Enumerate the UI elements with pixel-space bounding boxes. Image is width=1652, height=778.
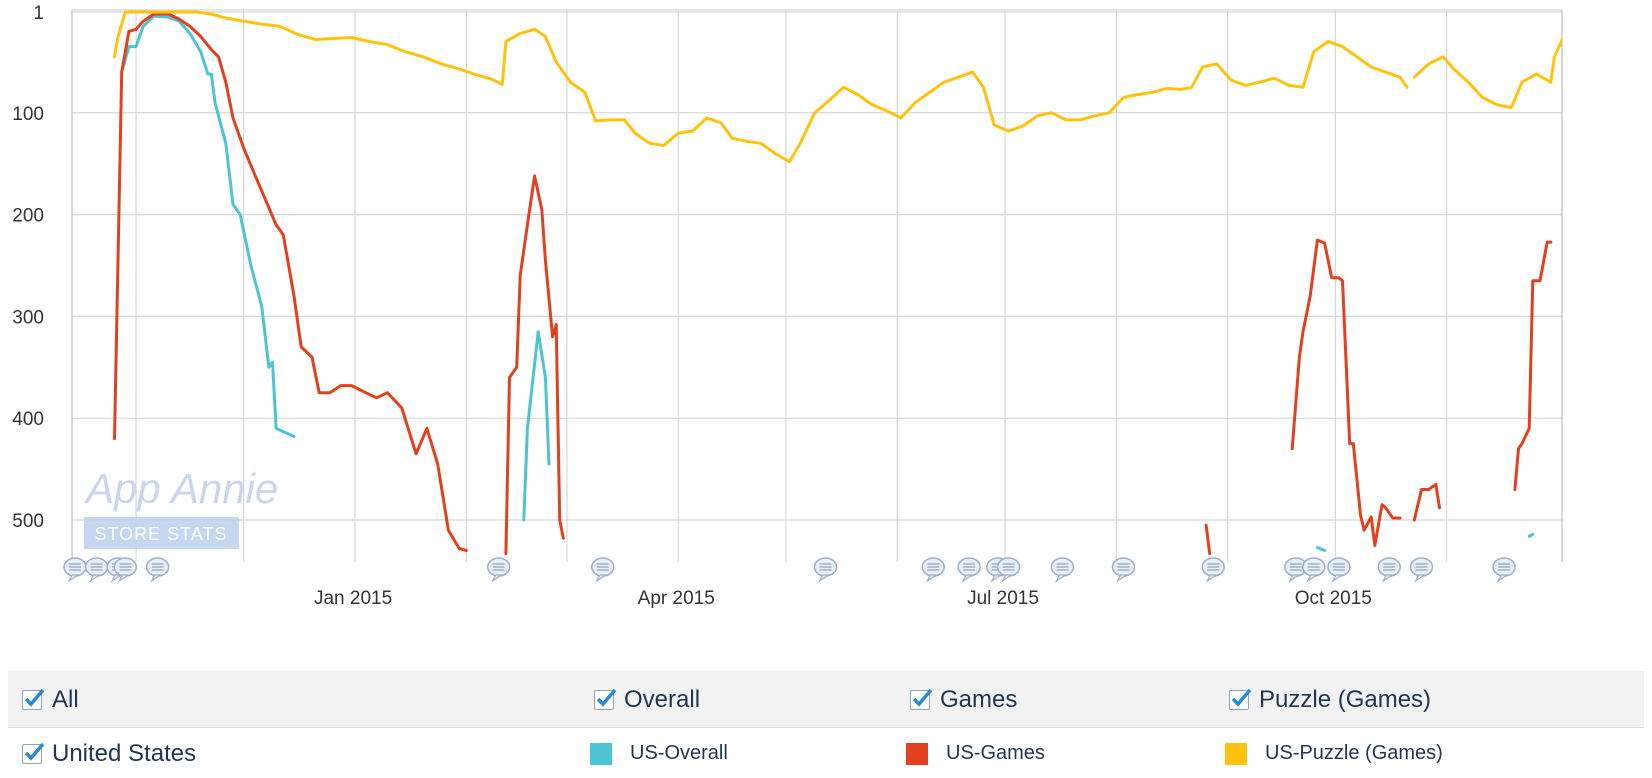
series-line-us-overall-segment-3 (1527, 532, 1535, 538)
event-note-icon[interactable] (1284, 557, 1308, 583)
checkbox-checked-icon[interactable] (22, 688, 45, 710)
watermark-subtitle: STORE STATS (94, 524, 227, 544)
checkbox-checked-icon[interactable] (22, 742, 45, 764)
legend-swatch (1225, 742, 1247, 765)
event-note-icon[interactable] (84, 557, 109, 583)
series-legend-row: United States US-Overall US-Games US-Puz… (8, 728, 1644, 778)
series-line-us-games-segment-1 (504, 174, 565, 556)
x-tick-label: Jul 2015 (967, 588, 1039, 609)
filter-all-checkbox[interactable]: All (22, 686, 79, 714)
series-line-us-games-segment-2 (1204, 523, 1212, 556)
event-note-icon[interactable] (1377, 557, 1401, 583)
series-line-us-games-segment-3 (1290, 238, 1402, 547)
legend-item-us-puzzle-games[interactable]: US-Puzzle (Games) (1225, 742, 1443, 765)
filter-label: Games (940, 686, 1018, 713)
event-note-icon[interactable] (1201, 557, 1225, 583)
legend-label: US-Puzzle (Games) (1265, 742, 1443, 764)
legend-swatch (906, 742, 928, 765)
filter-label: All (52, 686, 79, 713)
event-note-icon[interactable] (1409, 557, 1434, 583)
x-tick-label: Apr 2015 (638, 588, 715, 609)
series-line-us-overall-segment-0 (120, 14, 296, 438)
y-tick-label: 1 (33, 3, 44, 24)
filter-overall-checkbox[interactable]: Overall (594, 686, 700, 714)
series-line-us-puzzle-games-segment-1 (1412, 35, 1562, 110)
event-note-icon[interactable] (1327, 557, 1351, 583)
y-tick-label: 400 (12, 409, 44, 430)
y-tick-label: 200 (12, 206, 44, 227)
event-note-icon[interactable] (996, 557, 1021, 583)
event-note-icon[interactable] (1050, 557, 1075, 583)
y-tick-label: 500 (12, 511, 44, 532)
plot-background (72, 10, 1562, 562)
series-line-us-games-segment-4 (1412, 482, 1441, 522)
watermark-logo-text: App Annie (83, 465, 278, 512)
filter-puzzle-games-checkbox[interactable]: Puzzle (Games) (1229, 686, 1431, 714)
legend-swatch (590, 742, 612, 765)
series-line-us-games-segment-5 (1513, 240, 1553, 491)
event-note-icon[interactable] (921, 557, 945, 583)
event-note-icon[interactable] (957, 557, 981, 583)
event-note-icon[interactable] (1492, 557, 1516, 583)
y-tick-label: 300 (12, 307, 44, 328)
legend-label: US-Games (946, 742, 1045, 764)
series-line-us-games-segment-0 (113, 12, 468, 552)
checkbox-checked-icon[interactable] (910, 688, 933, 710)
legend-item-us-overall[interactable]: US-Overall (590, 742, 728, 765)
event-note-icon[interactable] (813, 557, 838, 583)
filter-label: Overall (624, 686, 701, 713)
country-label: United States (52, 740, 197, 767)
x-tick-label: Jan 2015 (314, 588, 392, 609)
rank-history-chart: 1 100 200 300 400 500 Jan 2015 Apr 2015 Jul 2015… (12, 3, 1563, 609)
series-line-us-overall-segment-1 (522, 330, 551, 522)
event-note-icon[interactable] (113, 557, 138, 583)
x-tick-label: Oct 2015 (1295, 588, 1372, 609)
watermark-badge (84, 517, 239, 549)
filter-label: Puzzle (Games) (1259, 686, 1432, 713)
event-note-icon[interactable] (486, 557, 511, 583)
chart-svg: 1 100 200 300 400 500 Jan 2015 Apr 2015 Jul 2015… (12, 3, 1563, 609)
event-note-icon[interactable] (145, 557, 170, 583)
series-line-us-overall-segment-2 (1315, 546, 1327, 552)
y-tick-label: 100 (12, 104, 44, 125)
legend-label: US-Overall (630, 742, 728, 764)
filter-games-checkbox[interactable]: Games (910, 686, 1017, 714)
checkbox-checked-icon[interactable] (594, 688, 617, 710)
series-line-us-puzzle-games-segment-0 (113, 10, 1409, 164)
country-us-checkbox[interactable]: United States (22, 740, 196, 768)
event-note-icon[interactable] (1111, 557, 1136, 583)
legend-item-us-games[interactable]: US-Games (906, 742, 1045, 765)
checkbox-checked-icon[interactable] (1229, 688, 1252, 710)
category-filter-row: All Overall Games Puzzle (Games) (8, 671, 1644, 728)
event-note-icon[interactable] (63, 557, 87, 583)
event-note-icon[interactable] (1302, 557, 1326, 583)
event-note-icon[interactable] (591, 557, 615, 583)
